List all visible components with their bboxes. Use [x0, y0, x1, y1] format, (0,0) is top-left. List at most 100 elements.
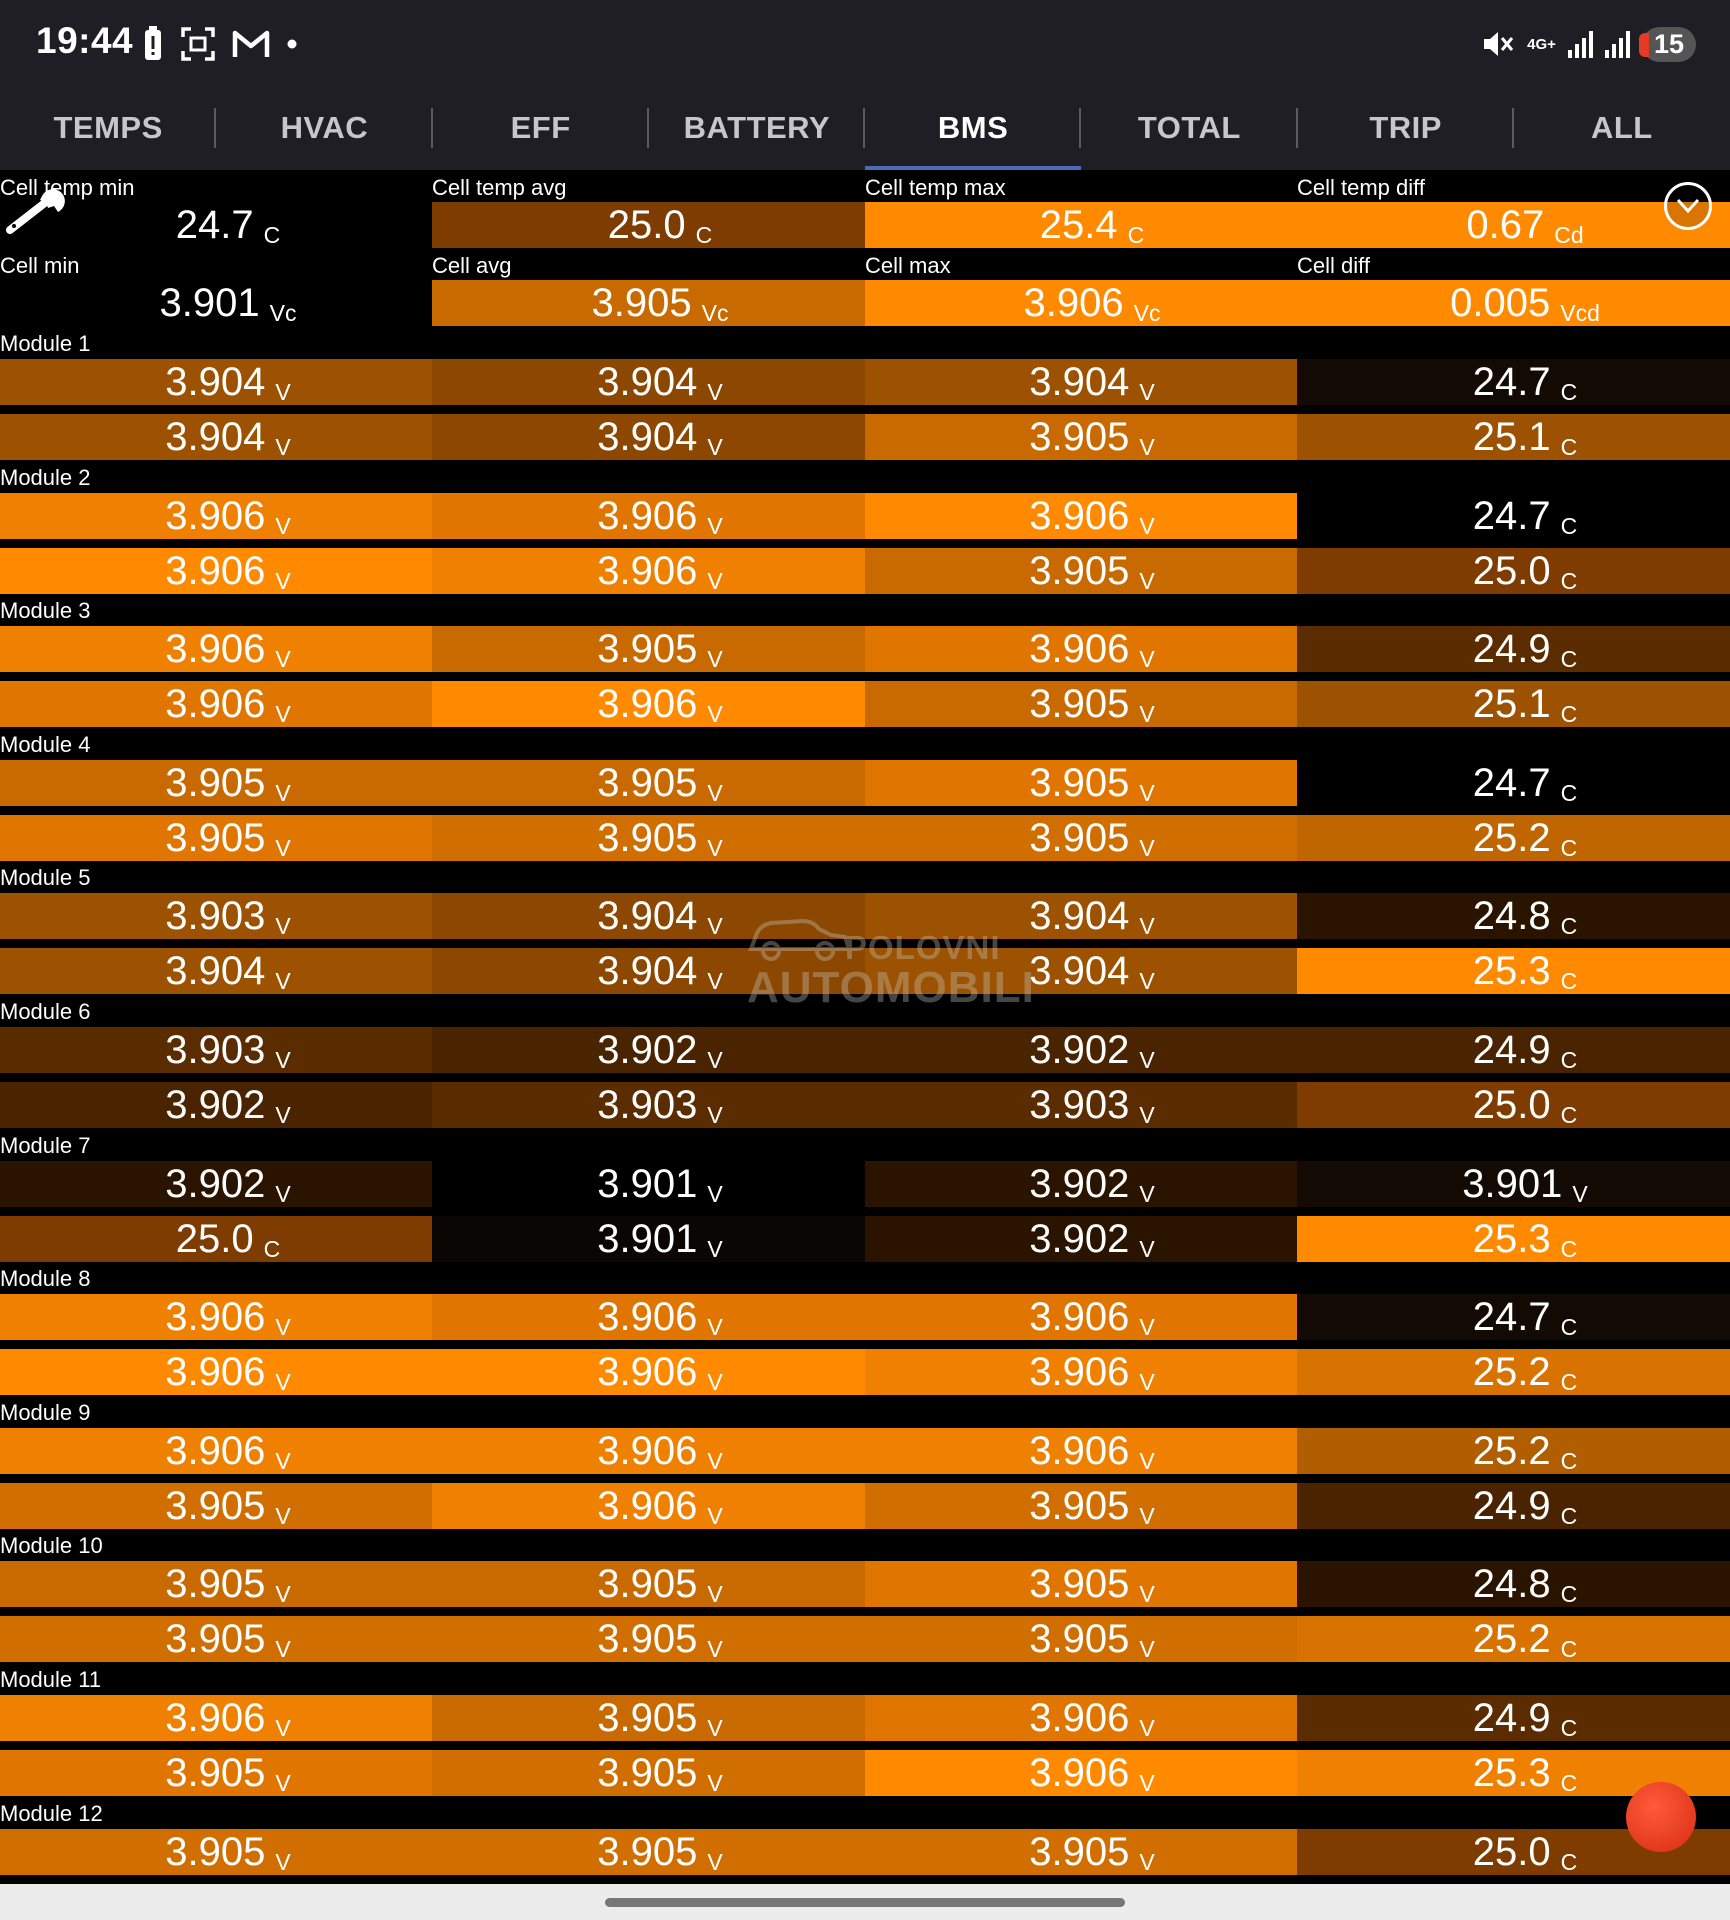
cell-value: 24.7: [1472, 1295, 1551, 1339]
cell-value: 24.7: [1472, 761, 1551, 805]
cell-value: 25.0: [1472, 549, 1551, 593]
cell-unit: V: [707, 834, 723, 861]
cell-value: 3.903: [165, 894, 266, 938]
module-cell: 24.9 C: [1297, 626, 1730, 672]
module-cell: 25.0 C: [1297, 548, 1730, 594]
module-cell: 3.904 V: [865, 359, 1297, 405]
tab-eff[interactable]: EFF: [433, 86, 650, 170]
cell-unit: V: [707, 1313, 723, 1340]
cell-value: 3.902: [1029, 1217, 1130, 1261]
module-cell: 3.904 V: [432, 893, 865, 939]
module-cell: 24.9 C: [1297, 1483, 1730, 1529]
module-cell: 3.905 V: [865, 1616, 1297, 1662]
cell-unit: V: [275, 378, 291, 405]
module-cell: 24.8 C: [1297, 1561, 1730, 1607]
cell-unit: V: [275, 1313, 291, 1340]
module-cell: 3.902 V: [865, 1161, 1297, 1207]
module-cell: 3.903 V: [432, 1082, 865, 1128]
cell-unit: C: [1127, 221, 1145, 248]
cell-unit: V: [275, 1046, 291, 1073]
tab-trip[interactable]: TRIP: [1298, 86, 1515, 170]
module-label: Module 5: [0, 865, 91, 890]
cell-value: 3.906: [1029, 627, 1130, 671]
cell-unit: V: [275, 1101, 291, 1128]
dropdown-button[interactable]: [1664, 182, 1712, 230]
module-cell: 3.905 V: [865, 681, 1297, 727]
module-cell: 3.906 V: [865, 1349, 1297, 1395]
cell-value: 3.906: [1029, 1696, 1130, 1740]
module-cell: 25.1 C: [1297, 414, 1730, 460]
cell-unit: V: [275, 1180, 291, 1207]
cell-value: 3.904: [597, 360, 698, 404]
cell-value: 3.906: [597, 1484, 698, 1528]
cell-unit: V: [1139, 1848, 1155, 1875]
module-cell: 3.904 V: [0, 359, 432, 405]
cell-unit: V: [1139, 1635, 1155, 1662]
module-cell: 3.906 V: [865, 493, 1297, 539]
chevron-down-icon: [1676, 198, 1700, 214]
cell-unit: V: [275, 433, 291, 460]
cell-unit: V: [1139, 779, 1155, 806]
cell-value: 3.905: [1029, 415, 1130, 459]
cell-unit: C: [1560, 1580, 1578, 1607]
cell-value: 3.906: [1023, 281, 1124, 325]
cell-unit: V: [275, 1714, 291, 1741]
module-label: Module 3: [0, 598, 91, 623]
cell-value: 3.905: [1029, 1562, 1130, 1606]
module-cell: 3.905 V: [0, 1750, 432, 1796]
summary-temp-cell: 25.4 C: [865, 202, 1297, 248]
cell-value: 25.0: [607, 203, 686, 247]
tab-hvac[interactable]: HVAC: [216, 86, 433, 170]
cell-unit: V: [275, 700, 291, 727]
module-cell: 3.905 V: [865, 760, 1297, 806]
cell-unit: Vc: [1133, 299, 1161, 326]
module-label: Module 10: [0, 1533, 103, 1558]
cell-unit: V: [707, 1635, 723, 1662]
cell-value: 3.906: [1029, 1751, 1130, 1795]
module-cell: 3.906 V: [432, 493, 865, 539]
tab-all[interactable]: ALL: [1590, 110, 1653, 145]
cell-unit: C: [263, 1235, 281, 1262]
status-bar: 19:44 4G+ 15: [0, 0, 1730, 86]
cell-unit: C: [1560, 1101, 1578, 1128]
module-cell: 3.906 V: [432, 1483, 865, 1529]
cell-unit: V: [707, 967, 723, 994]
module-cell: 3.905 V: [432, 1829, 865, 1875]
cell-unit: V: [1139, 378, 1155, 405]
summary-temp-cell: 25.0 C: [432, 202, 865, 248]
gesture-handle[interactable]: [605, 1898, 1125, 1907]
tab-battery[interactable]: BATTERY: [649, 86, 866, 170]
cell-value: 3.905: [1029, 1830, 1130, 1874]
module-cell: 3.905 V: [432, 1616, 865, 1662]
wrench-icon[interactable]: [6, 180, 70, 234]
module-cell: 3.906 V: [0, 626, 432, 672]
record-button[interactable]: [1626, 1782, 1696, 1852]
module-cell: 3.906 V: [432, 1349, 865, 1395]
cell-value: 3.905: [597, 1562, 698, 1606]
cell-unit: V: [275, 567, 291, 594]
cell-value: 24.8: [1472, 894, 1551, 938]
module-cell: 24.7 C: [1297, 359, 1730, 405]
cell-value: 3.905: [591, 281, 692, 325]
cell-unit: V: [1139, 645, 1155, 672]
cell-value: 25.0: [1472, 1083, 1551, 1127]
module-cell: 3.906 V: [0, 1695, 432, 1741]
cell-value: 3.901: [597, 1162, 698, 1206]
tab-total[interactable]: TOTAL: [1081, 86, 1298, 170]
cell-value: 0.67: [1466, 203, 1545, 247]
cell-unit: V: [1139, 1502, 1155, 1529]
cell-value: 3.906: [165, 1429, 266, 1473]
module-label: Module 8: [0, 1266, 91, 1291]
tab-bms[interactable]: BMS: [865, 86, 1082, 170]
cell-value: 3.905: [1029, 1484, 1130, 1528]
cell-unit: V: [1139, 1580, 1155, 1607]
signal-2-icon: [1604, 30, 1630, 58]
cell-unit: V: [1139, 1101, 1155, 1128]
tab-temps[interactable]: TEMPS: [0, 86, 217, 170]
module-cell: 3.906 V: [865, 1294, 1297, 1340]
cell-value: 3.901: [1462, 1162, 1563, 1206]
cell-unit: V: [275, 779, 291, 806]
cell-value: 3.906: [165, 1295, 266, 1339]
cell-unit: C: [695, 221, 713, 248]
tab-bar: TEMPS HVAC EFF BATTERY BMS TOTAL TRIP ALL: [0, 86, 1730, 170]
